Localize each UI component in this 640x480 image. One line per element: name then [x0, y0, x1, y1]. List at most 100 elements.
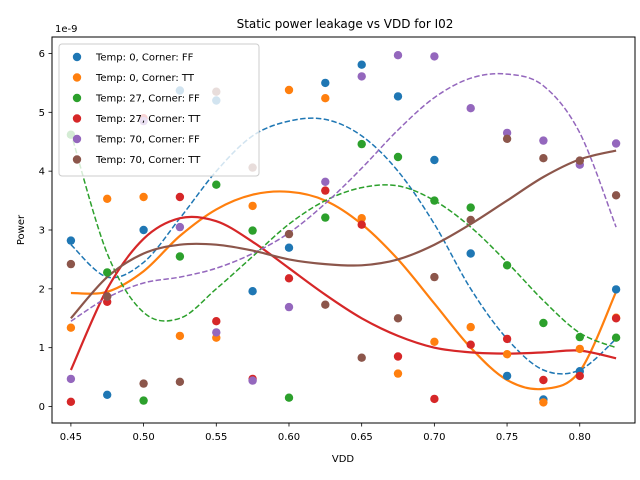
fit-curve-series-4 [69, 215, 617, 371]
data-point-series-3-6 [248, 226, 257, 235]
x-tick-label: 0.75 [496, 432, 518, 443]
data-point-series-3-10 [393, 152, 403, 162]
data-point-series-6-12 [466, 215, 475, 225]
data-point-series-3-3 [139, 396, 148, 405]
legend-marker-series-4 [72, 114, 82, 123]
data-point-series-5-10 [393, 51, 403, 60]
data-point-series-3-7 [284, 393, 294, 402]
data-point-series-1-6 [248, 287, 257, 296]
legend-label-series-1: Temp: 0, Corner: FF [95, 53, 194, 64]
legend-box [58, 43, 260, 177]
x-axis-label: VDD [332, 454, 355, 465]
data-point-series-6-8 [321, 300, 330, 309]
data-point-series-5-12 [466, 104, 475, 113]
data-point-series-2-9 [357, 214, 366, 223]
data-point-series-6-13 [502, 134, 512, 143]
x-tick-label: 0.70 [423, 432, 445, 443]
y-tick-label: 2 [39, 284, 45, 295]
data-point-series-2-2 [103, 194, 112, 203]
data-point-series-3-9 [357, 139, 366, 149]
fit-curve-series-6 [70, 149, 617, 320]
data-point-series-2-7 [284, 85, 294, 95]
data-point-series-4-15 [575, 371, 584, 381]
data-point-series-3-4 [175, 252, 185, 261]
data-point-series-1-16 [611, 285, 621, 294]
data-point-series-4-10 [393, 352, 403, 361]
chart-title: Static power leakage vs VDD for I02 [237, 17, 454, 31]
data-point-series-5-4 [175, 222, 185, 232]
data-point-series-2-11 [430, 337, 439, 346]
data-point-series-4-7 [284, 274, 294, 283]
y-axis-label: Power [16, 214, 27, 245]
fit-curve-series-1 [70, 117, 617, 375]
data-point-series-1-12 [466, 249, 475, 258]
data-point-series-4-8 [321, 186, 330, 195]
data-point-series-5-9 [357, 72, 366, 81]
x-tick-label: 0.50 [132, 432, 154, 443]
fit-curve-series-5 [70, 72, 617, 322]
data-point-series-5-13 [502, 128, 512, 138]
x-tick-label: 0.80 [569, 432, 591, 443]
data-point-series-2-4 [175, 331, 185, 341]
legend-marker-series-3 [72, 93, 82, 103]
data-point-series-6-9 [357, 353, 366, 362]
data-point-series-2-8 [321, 94, 330, 103]
data-point-series-1-8 [321, 78, 330, 88]
legend-label-series-3: Temp: 27, Corner: FF [95, 94, 200, 105]
data-point-series-1-2 [103, 390, 112, 399]
data-point-series-5-6 [248, 376, 257, 385]
legend-items: Temp: 0, Corner: FF Temp: 0, Corner: TT Te… [72, 52, 201, 166]
data-point-series-5-7 [284, 302, 294, 312]
data-point-series-3-11 [430, 196, 439, 205]
data-point-series-4-12 [466, 340, 475, 349]
y-tick-label: 4 [39, 167, 45, 178]
data-point-series-4-4 [175, 192, 185, 202]
data-point-series-1-10 [393, 92, 403, 101]
data-point-series-5-16 [611, 139, 621, 148]
data-point-series-6-4 [175, 377, 185, 386]
data-point-series-4-11 [430, 394, 439, 404]
data-point-series-5-1 [66, 374, 76, 384]
data-point-series-5-14 [539, 136, 548, 145]
legend-label-series-2: Temp: 0, Corner: TT [95, 73, 195, 84]
data-point-series-4-16 [611, 314, 621, 323]
data-point-series-4-14 [539, 375, 548, 385]
data-point-series-6-10 [393, 314, 403, 323]
data-point-series-2-13 [502, 350, 512, 359]
x-tick-label: 0.55 [205, 432, 227, 443]
data-point-series-3-14 [539, 318, 548, 328]
data-point-series-2-14 [539, 398, 548, 407]
data-point-series-2-6 [248, 201, 257, 211]
data-point-series-6-11 [430, 272, 439, 282]
data-point-series-2-3 [139, 192, 148, 202]
data-point-series-5-8 [321, 177, 330, 186]
data-point-series-6-16 [611, 191, 621, 200]
data-point-series-6-1 [66, 259, 76, 269]
legend-label-series-4: Temp: 27, Corner: TT [95, 114, 201, 125]
data-point-series-4-13 [502, 334, 512, 344]
data-point-series-1-7 [284, 243, 294, 252]
legend-marker-series-1 [72, 52, 82, 62]
legend-label-series-6: Temp: 70, Corner: TT [95, 155, 201, 166]
legend-marker-series-6 [72, 155, 82, 164]
data-point-series-3-13 [502, 261, 512, 270]
y-tick-label: 3 [39, 226, 45, 237]
data-point-series-4-9 [357, 220, 366, 229]
y-tick-label: 1 [39, 343, 45, 354]
data-point-series-3-8 [321, 213, 330, 222]
data-point-series-1-3 [139, 225, 148, 235]
legend-marker-series-2 [72, 73, 82, 82]
x-tick-label: 0.45 [60, 432, 82, 443]
legend: Temp: 0, Corner: FF Temp: 0, Corner: TT Te… [58, 43, 260, 177]
data-point-series-6-14 [539, 154, 548, 163]
data-point-series-3-12 [466, 203, 475, 212]
data-point-series-1-9 [357, 60, 366, 69]
data-point-series-5-5 [212, 328, 221, 337]
fit-curve-series-2 [70, 190, 618, 391]
data-point-series-4-5 [212, 317, 221, 326]
data-point-series-6-15 [575, 156, 584, 165]
data-point-series-6-3 [139, 379, 148, 388]
y-tick-label: 6 [39, 49, 45, 60]
data-point-series-5-11 [430, 52, 439, 61]
